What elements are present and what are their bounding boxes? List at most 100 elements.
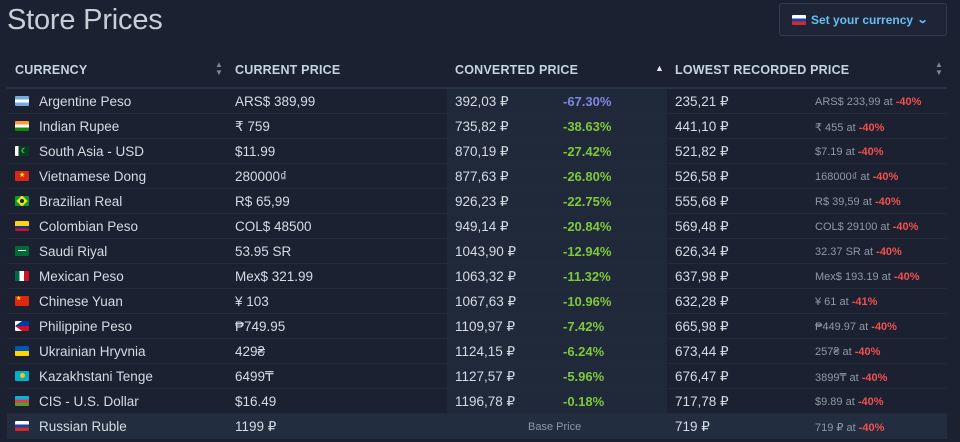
converted-price: 1124,15 ₽ [455, 344, 516, 359]
set-currency-label: Set your currency [811, 12, 914, 27]
table-row: Russian Ruble 1199 ₽ Base Price 719 ₽ 719 ₽ … [7, 414, 947, 439]
column-header-current-price[interactable]: CURRENT PRICE [235, 63, 341, 77]
table-row: Brazilian Real R$ 65,99 926,23 ₽ -22.75% 555… [7, 189, 947, 214]
discount-percent: -20.84% [563, 219, 612, 234]
set-currency-button[interactable]: Set your currency ⌄ [779, 3, 947, 36]
lowest-original-price: 257₴ at [815, 346, 855, 358]
lowest-original-price: R$ 39,59 at [815, 196, 875, 208]
table-row: ★ Vietnamese Dong 280000₫ 877,63 ₽ -26.80% 52… [7, 164, 947, 189]
currency-name: Russian Ruble [39, 419, 127, 434]
converted-column-bg [447, 414, 667, 439]
converted-column-bg [447, 264, 667, 288]
sort-icon[interactable]: ▲ ▼ [935, 60, 944, 77]
currency-name: Mexican Peso [39, 269, 124, 284]
lowest-price: 521,82 ₽ [675, 144, 729, 159]
lowest-original-price: $7.19 at [815, 146, 858, 158]
column-header-currency[interactable]: CURRENCY [15, 63, 88, 77]
lowest-original-price: 719 ₽ at [815, 422, 859, 434]
lowest-original-price: ¥ 61 at [815, 296, 852, 308]
converted-price: 1127,57 ₽ [455, 369, 516, 384]
currency-name: Vietnamese Dong [39, 169, 147, 184]
lowest-original-price: Mex$ 193.19 at [815, 271, 894, 283]
discount-percent: -67.30% [563, 94, 612, 109]
currency-name: Chinese Yuan [39, 294, 123, 309]
discount-percent: -12.94% [563, 244, 612, 259]
table-row: ★ Chinese Yuan ¥ 103 1067,63 ₽ -10.96% 632,28… [7, 289, 947, 314]
currency-name: Brazilian Real [39, 194, 123, 209]
lowest-original-price: ₱449.97 at [815, 321, 872, 333]
converted-column-bg [447, 389, 667, 413]
cn-flag-icon: ★ [15, 296, 29, 306]
current-price: 53.95 SR [235, 244, 292, 259]
lowest-price-detail: ARS$ 233,99 at -40% [815, 96, 921, 108]
discount-percent: -26.80% [563, 169, 612, 184]
sort-icon[interactable]: ▲ ▼ [215, 60, 224, 77]
converted-column-bg [447, 214, 667, 238]
sa-flag-icon [15, 246, 29, 256]
discount-percent: -7.42% [563, 319, 605, 334]
discount-percent: -38.63% [563, 119, 612, 134]
lowest-price: 676,47 ₽ [675, 369, 729, 384]
converted-price: 926,23 ₽ [455, 194, 509, 209]
lowest-price: 441,10 ₽ [675, 119, 729, 134]
lowest-discount-percent: -40% [857, 396, 884, 408]
column-header-lowest-price[interactable]: LOWEST RECORDED PRICE [675, 63, 850, 77]
base-price-label: Base Price [528, 421, 582, 433]
table-row: ☾ South Asia - USD $11.99 870,19 ₽ -27.42% 52… [7, 139, 947, 164]
lowest-price: 526,58 ₽ [675, 169, 729, 184]
ru-flag-icon [15, 421, 29, 431]
lowest-price: 235,21 ₽ [675, 94, 729, 109]
lowest-price-detail: $9.89 at -40% [815, 396, 884, 408]
lowest-original-price: 32.37 SR at [815, 246, 877, 258]
lowest-discount-percent: -40% [858, 122, 885, 134]
lowest-discount-percent: -40% [893, 271, 920, 283]
table-row: Kazakhstani Tenge 6499₸ 1127,57 ₽ -5.96% 676… [7, 364, 947, 389]
lowest-price-detail: R$ 39,59 at -40% [815, 196, 901, 208]
lowest-price: 637,98 ₽ [675, 269, 729, 284]
sort-ascending-icon[interactable]: ▲ [655, 63, 665, 73]
table-header: CURRENCY ▲ ▼ CURRENT PRICE CONVERTED PRIC… [7, 52, 947, 89]
lowest-price: 719 ₽ [675, 419, 710, 434]
lowest-price: 569,48 ₽ [675, 219, 729, 234]
lowest-price: 555,68 ₽ [675, 194, 729, 209]
converted-price: 1109,97 ₽ [455, 319, 516, 334]
chevron-down-icon: ⌄ [916, 14, 929, 26]
lowest-discount-percent: -40% [871, 321, 897, 333]
lowest-original-price: $9.89 at [815, 396, 858, 408]
current-price: COL$ 48500 [235, 219, 312, 234]
current-price: 6499₸ [235, 369, 274, 384]
table-row: Indian Rupee ₹ 759 735,82 ₽ -38.63% 441,10 ₽… [7, 114, 947, 139]
currency-name: CIS - U.S. Dollar [39, 394, 139, 409]
lowest-price-detail: Mex$ 193.19 at -40% [815, 271, 920, 283]
lowest-price: 665,98 ₽ [675, 319, 729, 334]
lowest-discount-percent: -40% [876, 246, 902, 258]
lowest-discount-percent: -41% [851, 296, 878, 308]
column-header-converted-price[interactable]: CONVERTED PRICE [455, 63, 579, 77]
lowest-discount-percent: -40% [872, 171, 899, 183]
vn-flag-icon: ★ [15, 171, 29, 181]
converted-column-bg [447, 189, 667, 213]
discount-percent: -0.18% [563, 394, 605, 409]
russia-flag-icon [792, 14, 806, 25]
currency-name: Argentine Peso [39, 94, 132, 109]
lowest-price-detail: ₱449.97 at -40% [815, 321, 897, 333]
lowest-price: 632,28 ₽ [675, 294, 729, 309]
lowest-discount-percent: -40% [874, 196, 901, 208]
current-price: 1199 ₽ [235, 419, 277, 434]
in-flag-icon [15, 121, 29, 131]
converted-column-bg [447, 139, 667, 163]
lowest-original-price: ARS$ 233,99 at [815, 96, 896, 108]
lowest-price-detail: $7.19 at -40% [815, 146, 884, 158]
lowest-price-detail: 719 ₽ at -40% [815, 421, 884, 434]
current-price: $16.49 [235, 394, 277, 409]
currency-name: South Asia - USD [39, 144, 145, 159]
discount-percent: -22.75% [563, 194, 612, 209]
current-price: R$ 65,99 [235, 194, 290, 209]
pk-flag-icon: ☾ [15, 146, 29, 156]
lowest-price: 717,78 ₽ [675, 394, 729, 409]
discount-percent: -11.32% [563, 269, 611, 284]
currency-name: Ukrainian Hryvnia [39, 344, 146, 359]
lowest-price: 626,34 ₽ [675, 244, 729, 259]
lowest-discount-percent: -40% [857, 146, 884, 158]
store-prices-table: CURRENCY ▲ ▼ CURRENT PRICE CONVERTED PRIC… [7, 52, 947, 439]
